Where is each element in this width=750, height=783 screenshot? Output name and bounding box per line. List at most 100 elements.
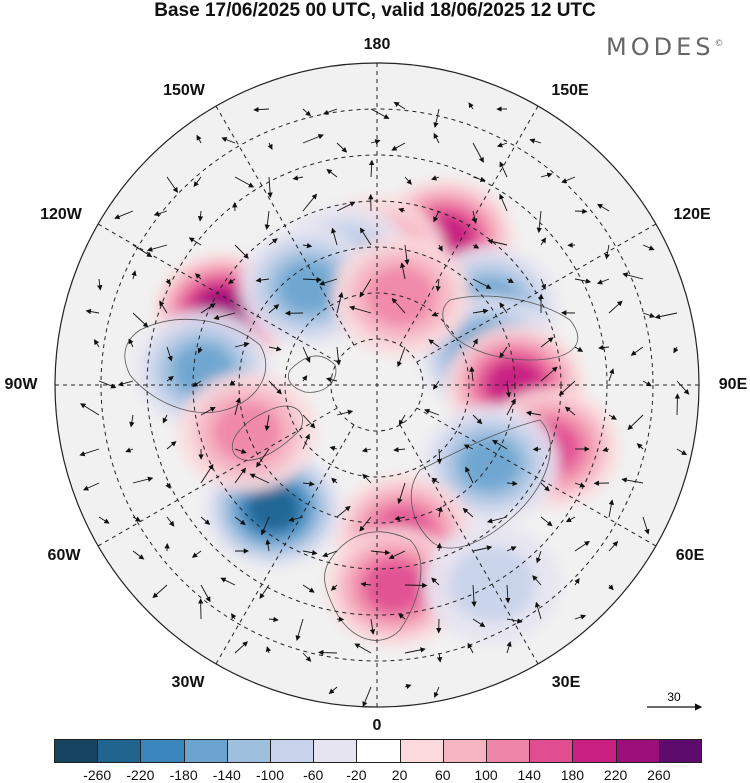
wind-vector <box>253 106 270 113</box>
wind-vector <box>234 641 248 654</box>
colorbar-tick-label: 60 <box>435 767 451 783</box>
colorbar-segment <box>270 739 314 763</box>
wind-vector <box>336 292 344 314</box>
wind-vector <box>540 337 554 348</box>
wind-vector <box>166 346 173 362</box>
anomaly-contour <box>278 260 339 314</box>
wind-vector <box>292 175 304 181</box>
map-boundary <box>54 62 700 708</box>
wind-vector <box>165 482 171 489</box>
wind-vector <box>486 516 508 524</box>
wind-vector <box>398 613 406 620</box>
wind-vector <box>574 346 584 352</box>
wind-vector <box>85 308 100 315</box>
wind-vector <box>574 208 588 215</box>
wind-vector <box>234 448 247 454</box>
wind-vector <box>326 168 338 178</box>
wind-vector <box>234 467 246 484</box>
wind-vector <box>267 176 273 198</box>
colorbar-segment <box>615 739 659 763</box>
wind-vector <box>424 408 440 416</box>
wind-vector <box>676 380 690 395</box>
colorbar-tick-label: 260 <box>647 767 671 783</box>
wind-vector <box>234 341 250 348</box>
wind-vector <box>265 646 272 654</box>
wind-vector <box>436 652 443 663</box>
wind-vector <box>302 652 312 662</box>
wind-vector <box>361 447 372 453</box>
colorbar-segment <box>140 739 184 763</box>
wind-vector <box>540 172 553 178</box>
colorbar-segment <box>529 739 573 763</box>
colorbar-tick-label: -20 <box>346 767 367 783</box>
wind-vector <box>436 448 443 465</box>
wind-vector <box>574 540 590 552</box>
wind-vector <box>162 414 168 424</box>
meridian-line <box>399 105 539 346</box>
wind-vector <box>431 477 440 484</box>
wind-vector <box>132 476 154 484</box>
wind-vector <box>369 618 376 635</box>
wind-vector <box>492 439 508 450</box>
wind-vector <box>152 584 168 599</box>
wind-vector <box>540 482 550 492</box>
wind-vector <box>302 584 315 593</box>
wind-vector <box>433 686 440 698</box>
colorbar-segment <box>226 739 270 763</box>
colorbar-tick-label: 100 <box>474 767 498 783</box>
wind-vector <box>433 210 440 223</box>
wind-vector <box>98 516 110 524</box>
wind-vector <box>627 414 644 431</box>
wind-vector <box>608 414 617 420</box>
wind-scale-label: 30 <box>667 690 681 704</box>
wind-vector <box>362 473 372 484</box>
wind-vector <box>608 541 619 552</box>
wind-vector <box>540 516 553 527</box>
wind-vector <box>471 584 477 607</box>
wind-vector <box>496 142 508 148</box>
colorbar-segment <box>399 739 443 763</box>
wind-vector <box>301 375 308 382</box>
wind-vector <box>642 380 652 387</box>
wind-vector <box>234 397 241 416</box>
lon-label-150w: 150W <box>163 82 205 99</box>
wind-vector <box>472 210 478 224</box>
wind-vector <box>370 139 381 145</box>
wind-vector <box>472 414 483 425</box>
wind-vector <box>529 138 542 144</box>
wind-vector <box>360 581 372 588</box>
wind-vector <box>302 414 316 429</box>
wind-vector <box>391 142 406 151</box>
meridian-line <box>215 424 355 665</box>
colorbar-tick-label: -260 <box>83 767 112 783</box>
wind-vector <box>396 346 406 368</box>
wind-vector <box>336 201 356 212</box>
wind-vector <box>463 444 474 450</box>
wind-vector <box>328 686 338 695</box>
wind-vector <box>630 346 644 356</box>
wind-vector <box>467 642 474 654</box>
wind-vector <box>131 270 137 280</box>
wind-vector <box>322 550 338 558</box>
wind-vector <box>82 482 100 491</box>
wind-vector <box>472 308 489 314</box>
wind-vector <box>264 414 270 432</box>
modes-logo: MODES© <box>606 33 723 61</box>
wind-vector <box>153 210 168 217</box>
wind-vector <box>331 227 338 246</box>
lon-label-30e: 30E <box>551 674 581 691</box>
wind-vector <box>558 380 576 396</box>
wind-vector <box>676 448 688 456</box>
wind-vector <box>159 300 168 314</box>
lon-label-120e: 120E <box>673 206 711 223</box>
wind-vector <box>80 403 100 416</box>
wind-vector <box>404 582 428 589</box>
wind-vector <box>431 311 440 317</box>
wind-vector <box>642 244 655 251</box>
wind-vector <box>468 102 474 110</box>
coastline-northamerica <box>124 319 267 414</box>
wind-vector <box>200 584 211 603</box>
latitude-circle <box>284 292 470 478</box>
wind-vector <box>229 380 236 386</box>
wind-vector <box>302 108 312 117</box>
